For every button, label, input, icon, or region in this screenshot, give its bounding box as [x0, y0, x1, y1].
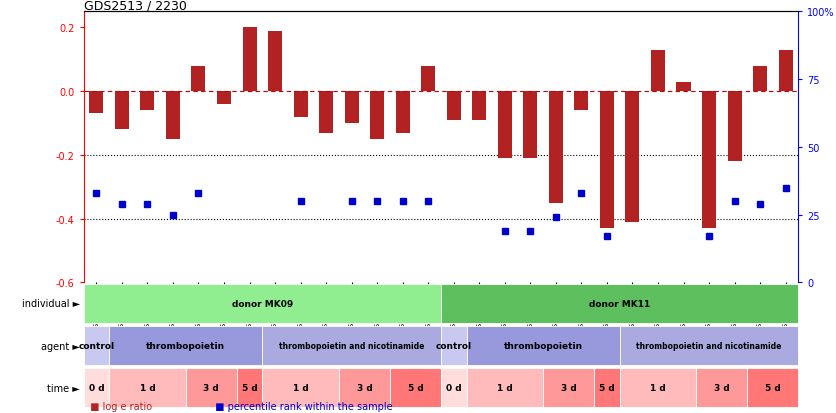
- Bar: [115, 92, 129, 130]
- Bar: [702, 92, 716, 229]
- Bar: [339, 368, 390, 407]
- Text: 0 d: 0 d: [446, 383, 461, 392]
- Text: 1 d: 1 d: [140, 383, 155, 392]
- Bar: [263, 326, 441, 365]
- Text: control: control: [436, 341, 472, 350]
- Text: time ►: time ►: [48, 383, 80, 393]
- Bar: [395, 92, 410, 133]
- Bar: [747, 368, 798, 407]
- Bar: [140, 92, 155, 111]
- Text: ■ percentile rank within the sample: ■ percentile rank within the sample: [209, 401, 393, 411]
- Text: 5 d: 5 d: [242, 383, 257, 392]
- Text: thrombopoietin and nicotinamide: thrombopoietin and nicotinamide: [636, 341, 782, 350]
- Bar: [778, 50, 793, 92]
- Text: donor MK09: donor MK09: [232, 299, 293, 308]
- Bar: [89, 92, 104, 114]
- Text: 3 d: 3 d: [356, 383, 372, 392]
- Text: 5 d: 5 d: [599, 383, 614, 392]
- Bar: [217, 92, 231, 104]
- Bar: [191, 66, 206, 92]
- Bar: [293, 92, 308, 117]
- Bar: [268, 31, 282, 92]
- Bar: [237, 368, 263, 407]
- Bar: [166, 92, 180, 140]
- Text: GDS2513 / 2230: GDS2513 / 2230: [84, 0, 186, 12]
- Bar: [441, 368, 466, 407]
- Text: donor MK11: donor MK11: [589, 299, 650, 308]
- Bar: [110, 368, 186, 407]
- Text: 5 d: 5 d: [765, 383, 781, 392]
- Text: thrombopoietin: thrombopoietin: [503, 341, 583, 350]
- Text: 1 d: 1 d: [293, 383, 308, 392]
- Bar: [651, 50, 665, 92]
- Bar: [497, 92, 512, 159]
- Bar: [421, 66, 436, 92]
- Text: 1 d: 1 d: [497, 383, 512, 392]
- Bar: [472, 92, 487, 121]
- Bar: [466, 326, 619, 365]
- Bar: [727, 92, 742, 162]
- Text: 5 d: 5 d: [408, 383, 423, 392]
- Text: thrombopoietin: thrombopoietin: [146, 341, 225, 350]
- Bar: [84, 326, 110, 365]
- Bar: [619, 368, 696, 407]
- Text: control: control: [79, 341, 115, 350]
- Bar: [319, 92, 333, 133]
- Bar: [370, 92, 385, 140]
- Bar: [441, 285, 798, 323]
- Text: thrombopoietin and nicotinamide: thrombopoietin and nicotinamide: [279, 341, 425, 350]
- Text: 1 d: 1 d: [650, 383, 665, 392]
- Bar: [110, 326, 263, 365]
- Bar: [446, 92, 461, 121]
- Text: 3 d: 3 d: [714, 383, 730, 392]
- Bar: [263, 368, 339, 407]
- Text: agent ►: agent ►: [41, 341, 80, 351]
- Text: 0 d: 0 d: [89, 383, 104, 392]
- Bar: [186, 368, 237, 407]
- Bar: [523, 92, 538, 159]
- Bar: [242, 28, 257, 92]
- Bar: [543, 368, 594, 407]
- Bar: [594, 368, 619, 407]
- Text: ■ log e ratio: ■ log e ratio: [84, 401, 151, 411]
- Bar: [574, 92, 589, 111]
- Bar: [696, 368, 747, 407]
- Bar: [84, 368, 110, 407]
- Bar: [344, 92, 359, 124]
- Bar: [84, 285, 441, 323]
- Bar: [466, 368, 543, 407]
- Bar: [390, 368, 441, 407]
- Bar: [549, 92, 563, 203]
- Bar: [676, 82, 691, 92]
- Text: individual ►: individual ►: [22, 299, 80, 309]
- Bar: [619, 326, 798, 365]
- Text: 3 d: 3 d: [203, 383, 219, 392]
- Bar: [600, 92, 614, 229]
- Bar: [441, 326, 466, 365]
- Bar: [753, 66, 767, 92]
- Text: 3 d: 3 d: [561, 383, 577, 392]
- Bar: [625, 92, 640, 222]
